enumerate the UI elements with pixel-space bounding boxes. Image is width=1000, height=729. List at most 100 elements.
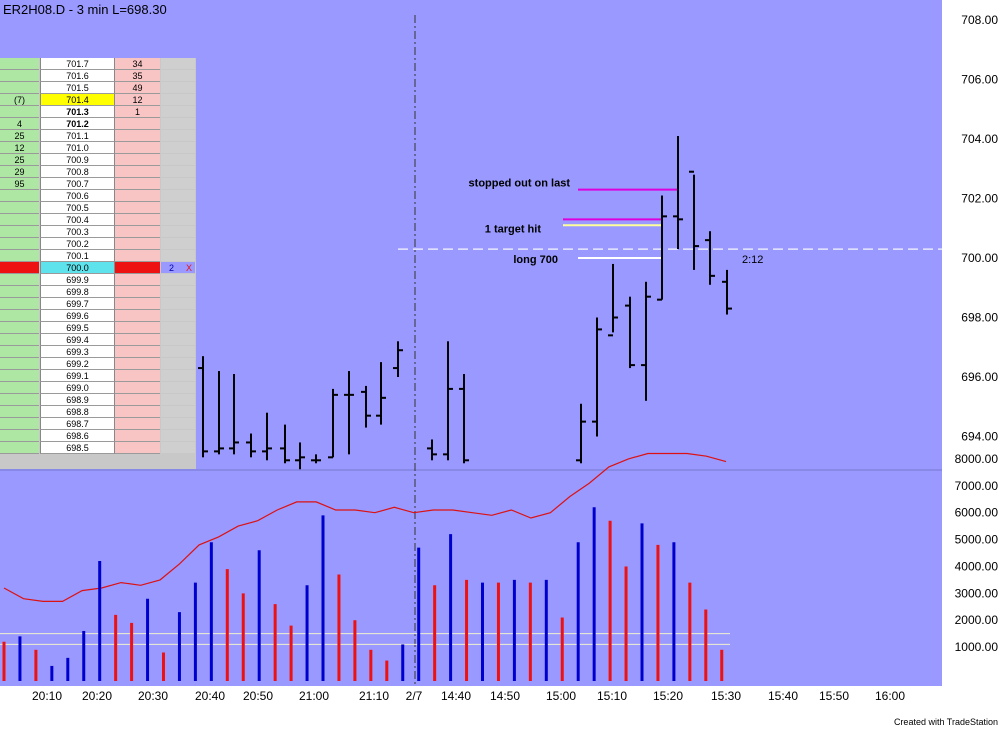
ladder-ask-cell[interactable] — [115, 166, 160, 178]
ladder-ask-cell[interactable] — [115, 214, 160, 226]
ladder-order-cell[interactable] — [161, 166, 195, 177]
ladder-bid-cell[interactable]: 95 — [0, 178, 39, 190]
ladder-order-cell[interactable] — [161, 442, 195, 453]
ladder-bid-cell[interactable] — [0, 286, 39, 298]
ladder-price-cell[interactable]: 699.4 — [40, 334, 115, 346]
ladder-price-cell[interactable]: 698.5 — [40, 442, 115, 454]
ladder-order-cell[interactable] — [161, 118, 195, 129]
ladder-row[interactable]: 29 700.8 — [0, 166, 196, 178]
ladder-price-cell[interactable]: 701.4 — [40, 94, 115, 106]
ladder-ask-cell[interactable] — [115, 178, 160, 190]
ladder-bid-cell[interactable]: 4 — [0, 118, 39, 130]
ladder-ask-cell[interactable] — [115, 286, 160, 298]
ladder-order-cell[interactable] — [161, 310, 195, 321]
ladder-price-cell[interactable]: 698.9 — [40, 394, 115, 406]
ladder-order-cell[interactable] — [161, 346, 195, 357]
ladder-price-cell[interactable]: 700.1 — [40, 250, 115, 262]
ladder-ask-cell[interactable] — [115, 358, 160, 370]
ladder-ask-cell[interactable] — [115, 142, 160, 154]
ladder-price-cell[interactable]: 698.6 — [40, 430, 115, 442]
ladder-order-cell[interactable] — [161, 418, 195, 429]
ladder-price-cell[interactable]: 700.9 — [40, 154, 115, 166]
ladder-row[interactable]: 698.7 — [0, 418, 196, 430]
ladder-bid-cell[interactable]: 25 — [0, 154, 39, 166]
ladder-row[interactable]: 699.9 — [0, 274, 196, 286]
ladder-order-cell[interactable] — [161, 226, 195, 237]
ladder-order-cell[interactable] — [161, 298, 195, 309]
ladder-row[interactable]: 699.6 — [0, 310, 196, 322]
ladder-row[interactable]: 699.1 — [0, 370, 196, 382]
ladder-price-cell[interactable]: 700.5 — [40, 202, 115, 214]
price-ladder[interactable]: 701.7 34 701.6 35 701.5 49 (7) 701.4 12 701.3 1 4 70… — [0, 58, 196, 469]
ladder-bid-cell[interactable] — [0, 310, 39, 322]
ladder-order-cell[interactable] — [161, 286, 195, 297]
ladder-price-cell[interactable]: 699.7 — [40, 298, 115, 310]
ladder-bid-cell[interactable] — [0, 190, 39, 202]
ladder-order-cell[interactable] — [161, 178, 195, 189]
ladder-bid-cell[interactable]: 29 — [0, 166, 39, 178]
ladder-order-cell[interactable] — [161, 58, 195, 69]
ladder-price-cell[interactable]: 700.3 — [40, 226, 115, 238]
ladder-ask-cell[interactable] — [115, 274, 160, 286]
ladder-ask-cell[interactable]: 34 — [115, 58, 160, 70]
ladder-row[interactable]: 4 701.2 — [0, 118, 196, 130]
ladder-bid-cell[interactable] — [0, 106, 39, 118]
ladder-bid-cell[interactable] — [0, 298, 39, 310]
ladder-bid-cell[interactable] — [0, 262, 39, 274]
cancel-order-button[interactable]: X — [186, 263, 193, 273]
ladder-row[interactable]: 25 700.9 — [0, 154, 196, 166]
ladder-row[interactable]: 700.5 — [0, 202, 196, 214]
ladder-row[interactable]: 701.5 49 — [0, 82, 196, 94]
ladder-order-cell[interactable] — [161, 406, 195, 417]
ladder-price-cell[interactable]: 699.1 — [40, 370, 115, 382]
ladder-price-cell[interactable]: 699.6 — [40, 310, 115, 322]
ladder-ask-cell[interactable] — [115, 238, 160, 250]
ladder-order-cell[interactable] — [161, 214, 195, 225]
ladder-ask-cell[interactable]: 49 — [115, 82, 160, 94]
ladder-order-cell[interactable] — [161, 358, 195, 369]
ladder-price-cell[interactable]: 699.5 — [40, 322, 115, 334]
ladder-bid-cell[interactable] — [0, 274, 39, 286]
ladder-price-cell[interactable]: 699.3 — [40, 346, 115, 358]
ladder-ask-cell[interactable] — [115, 346, 160, 358]
ladder-row[interactable]: 701.3 1 — [0, 106, 196, 118]
ladder-row[interactable]: 699.0 — [0, 382, 196, 394]
ladder-bid-cell[interactable] — [0, 202, 39, 214]
ladder-order-cell[interactable] — [161, 106, 195, 117]
ladder-row[interactable]: 699.5 — [0, 322, 196, 334]
ladder-ask-cell[interactable] — [115, 262, 160, 274]
ladder-row[interactable]: 700.0 2 X — [0, 262, 196, 274]
ladder-row[interactable]: 700.1 — [0, 250, 196, 262]
ladder-order-cell[interactable] — [161, 274, 195, 285]
ladder-ask-cell[interactable] — [115, 430, 160, 442]
ladder-ask-cell[interactable]: 12 — [115, 94, 160, 106]
ladder-row[interactable]: 700.4 — [0, 214, 196, 226]
ladder-price-cell[interactable]: 699.0 — [40, 382, 115, 394]
ladder-order-cell[interactable] — [161, 70, 195, 81]
ladder-order-cell[interactable] — [161, 430, 195, 441]
ladder-order-cell[interactable] — [161, 382, 195, 393]
ladder-price-cell[interactable]: 700.4 — [40, 214, 115, 226]
ladder-bid-cell[interactable] — [0, 346, 39, 358]
ladder-bid-cell[interactable] — [0, 382, 39, 394]
ladder-order-cell[interactable] — [161, 190, 195, 201]
ladder-ask-cell[interactable]: 1 — [115, 106, 160, 118]
ladder-ask-cell[interactable] — [115, 334, 160, 346]
ladder-order-cell[interactable] — [161, 334, 195, 345]
ladder-ask-cell[interactable] — [115, 298, 160, 310]
ladder-bid-cell[interactable] — [0, 430, 39, 442]
ladder-row[interactable]: (7) 701.4 12 — [0, 94, 196, 106]
ladder-order-cell[interactable] — [161, 82, 195, 93]
ladder-row[interactable]: 699.8 — [0, 286, 196, 298]
ladder-ask-cell[interactable] — [115, 226, 160, 238]
ladder-price-cell[interactable]: 701.0 — [40, 142, 115, 154]
ladder-ask-cell[interactable] — [115, 322, 160, 334]
ladder-row[interactable]: 699.7 — [0, 298, 196, 310]
ladder-row[interactable]: 699.2 — [0, 358, 196, 370]
ladder-order-cell[interactable] — [161, 94, 195, 105]
ladder-bid-cell[interactable] — [0, 406, 39, 418]
ladder-row[interactable]: 12 701.0 — [0, 142, 196, 154]
ladder-order-cell[interactable] — [161, 154, 195, 165]
ladder-bid-cell[interactable] — [0, 70, 39, 82]
